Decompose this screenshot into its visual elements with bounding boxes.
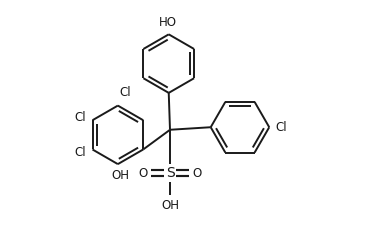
Text: Cl: Cl: [74, 111, 86, 124]
Text: OH: OH: [161, 199, 179, 212]
Text: Cl: Cl: [119, 86, 131, 99]
Text: Cl: Cl: [276, 121, 287, 134]
Text: HO: HO: [159, 16, 177, 29]
Text: S: S: [166, 166, 174, 180]
Text: Cl: Cl: [74, 146, 86, 158]
Text: O: O: [192, 166, 201, 180]
Text: O: O: [139, 166, 148, 180]
Text: OH: OH: [112, 169, 130, 182]
